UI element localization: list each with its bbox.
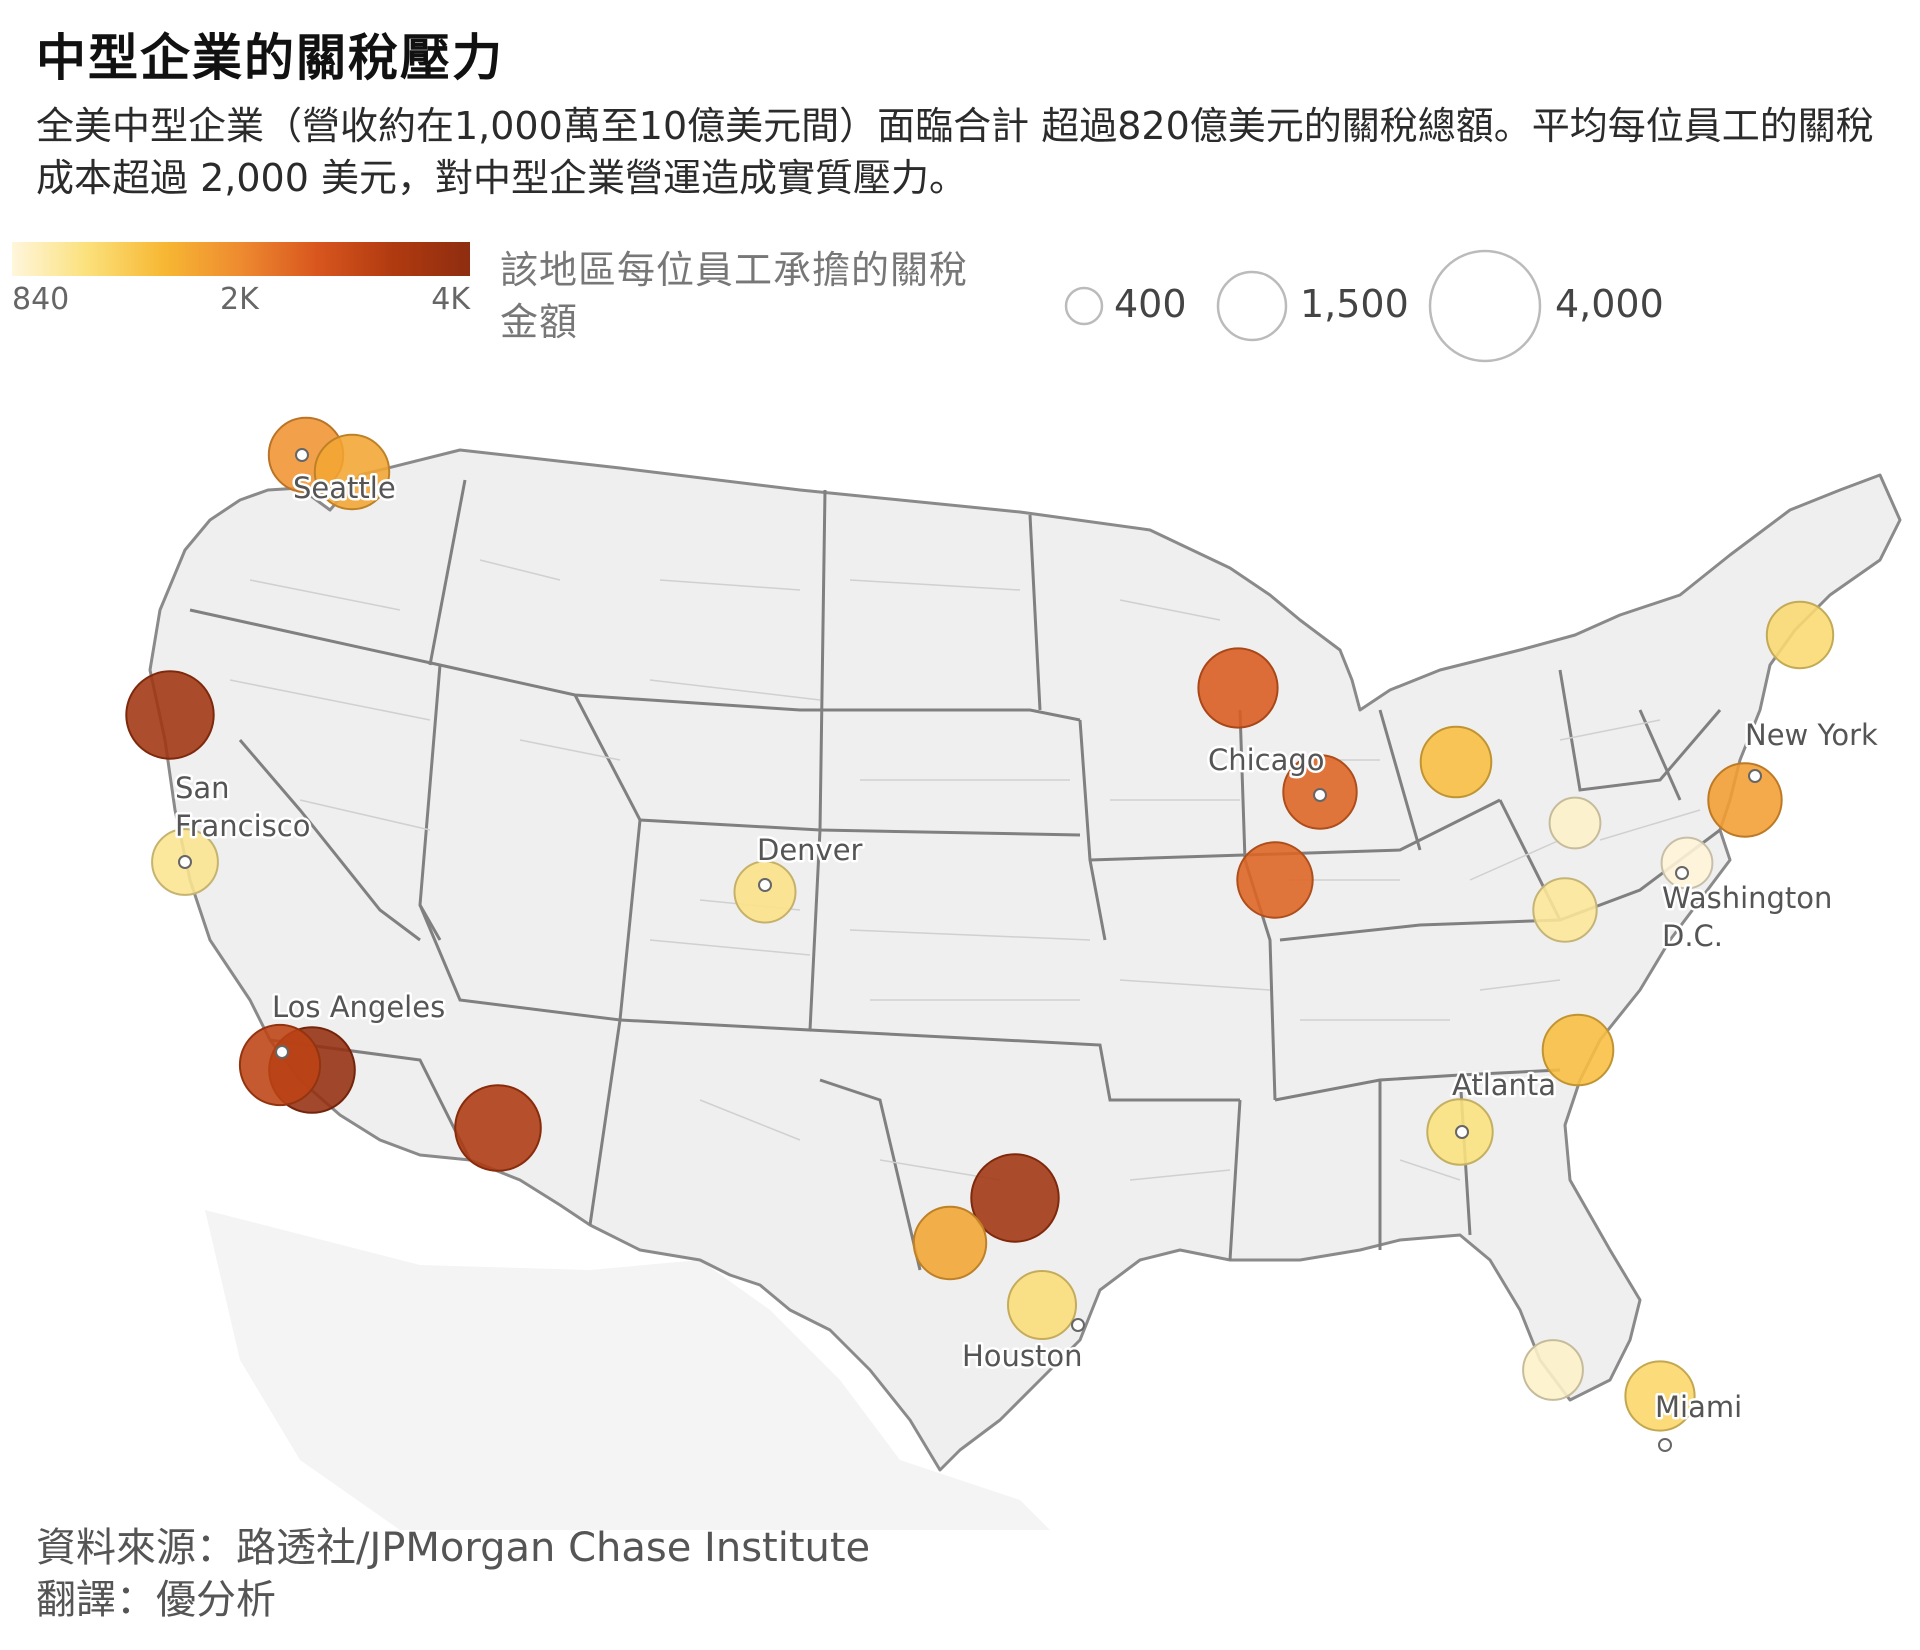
bubble-tampa [1522,1339,1584,1401]
color-legend-title: 該地區每位員工承擔的關稅金額 [500,248,969,344]
size-legend-circles [1064,249,1542,363]
size-label-medium: 1,500 [1300,282,1409,326]
city-dot-chicago [1313,788,1327,802]
bubble-los-angeles [238,1023,322,1107]
city-label-washington-d-c-: Washington D.C. [1662,881,1832,953]
city-label-houston: Houston [962,1339,1083,1373]
chart-title: 中型企業的關稅壓力 [36,29,504,87]
city-dot-miami [1658,1438,1672,1452]
source-note: 資料來源：路透社/JPMorgan Chase Institute 翻譯：優分析 [36,1522,870,1626]
bubble-austin [912,1205,988,1281]
translation-text: 翻譯：優分析 [36,1577,276,1623]
size-circle-small [1064,286,1104,326]
bubble-new-york [1707,762,1783,838]
bubble-washington-d-c-area [1660,836,1714,890]
size-circle-medium [1216,270,1288,342]
bubble-houston [1007,1270,1077,1340]
size-legend: 400 1,500 4,000 [1050,240,1700,370]
mexico-landmass [205,1210,1050,1530]
bubble-charlotte [1541,1013,1615,1087]
city-dot-denver [758,878,772,892]
bubble-miami [1624,1360,1696,1432]
bubble-detroit [1419,725,1493,799]
size-label-large: 4,000 [1555,282,1664,326]
city-dot-seattle [295,448,309,462]
us-map: Seattle San Francisco Los Angeles Denver Chic… [125,416,1902,1530]
city-label-los-angeles: Los Angeles [272,990,445,1024]
bubble-seattle-east [313,433,391,511]
city-dot-atlanta [1455,1125,1469,1139]
city-label-miami: Miami [1655,1390,1742,1424]
size-label-small: 400 [1114,282,1187,326]
bubble-northern-california-coast [125,670,215,760]
color-legend-ticks: 840 2K 4K [12,282,470,322]
county-lines [229,559,1701,1181]
city-dot-houston [1071,1318,1085,1332]
bubble-milwaukee [1197,647,1279,729]
city-label-san-francisco: San Francisco [175,771,310,843]
bubble-dallas [970,1153,1060,1243]
color-tick-low: 840 [12,282,70,317]
color-tick-high: 4K [431,282,470,317]
city-label-atlanta: Atlanta [1452,1068,1556,1102]
city-label-seattle: Seattle [293,471,396,505]
city-label-layer: Seattle San Francisco Los Angeles Denver Chic… [173,448,1881,1452]
city-label-new-york: New York [1745,718,1878,752]
city-label-denver: Denver [757,833,863,867]
color-legend: 840 2K 4K [12,242,470,338]
bubble-pittsburgh [1548,796,1602,850]
city-dot-washington-d-c- [1675,866,1689,880]
source-text: 資料來源：路透社/JPMorgan Chase Institute [36,1525,871,1571]
bubble-layer [125,416,1835,1432]
color-tick-mid: 2K [220,282,259,317]
size-circle-large [1428,249,1542,363]
city-dot-new-york [1748,769,1762,783]
bubble-west-virginia [1532,877,1598,943]
bubble-indianapolis [1236,841,1314,919]
us-landmass [148,448,1902,1472]
city-dot-san-francisco [178,855,192,869]
bubble-maine [1765,600,1835,670]
bubble-phoenix [454,1084,542,1172]
chart-subtitle: 全美中型企業（營收約在1,000萬至10億美元間）面臨合計 超過820億美元的關… [36,104,1874,200]
city-dot-los-angeles [275,1045,289,1059]
city-label-chicago: Chicago [1208,743,1325,777]
color-gradient-bar [12,242,470,276]
